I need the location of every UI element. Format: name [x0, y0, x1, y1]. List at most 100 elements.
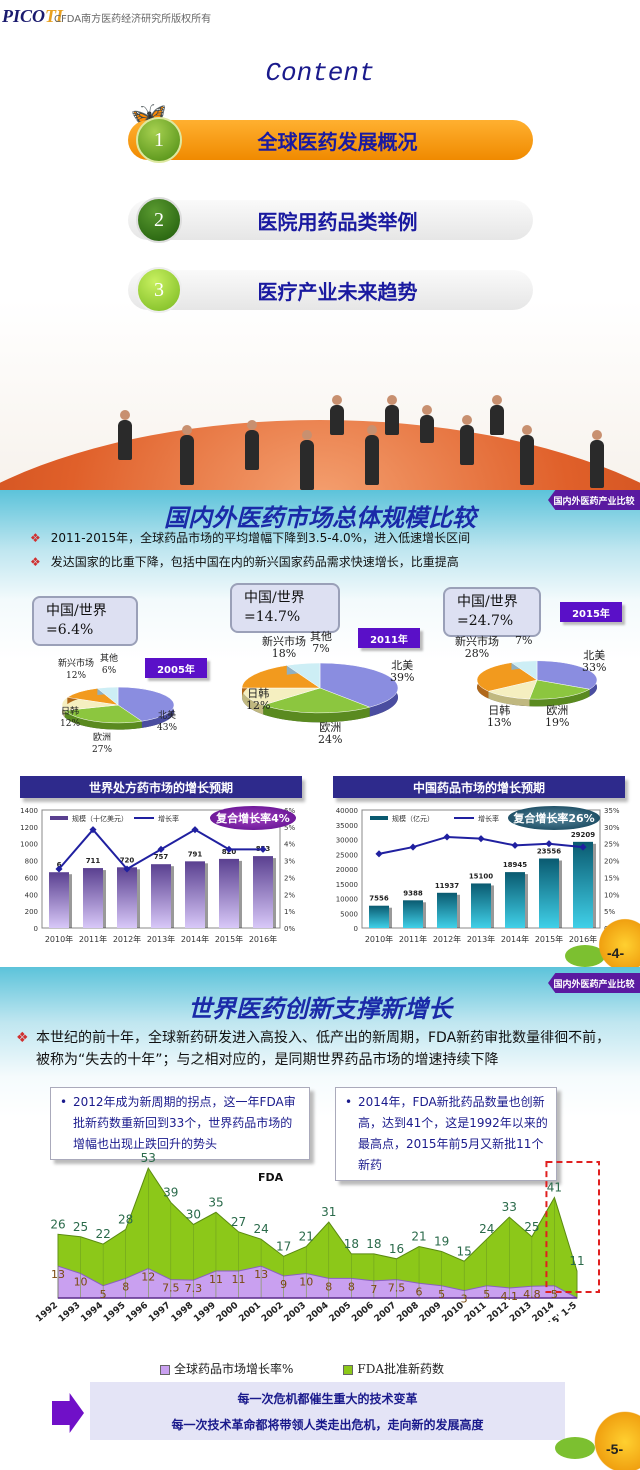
fda-value-label: 22 [95, 1227, 110, 1241]
bar-2011年 [83, 868, 103, 928]
year-tag-2011: 2011年 [358, 628, 420, 648]
flower-decoration [595, 915, 640, 967]
growth-value-label: 8 [122, 1280, 129, 1293]
diamond-bullet-icon: ❖ [30, 531, 41, 545]
y2-tick-label: 4% [284, 841, 295, 849]
callout-2012: • 2012年成为新周期的拐点，这一年FDA审批新药数重新回到33个，世界药品市场… [50, 1087, 310, 1160]
legend-swatch [160, 1364, 170, 1375]
x-tick-label: 2016年 [249, 934, 277, 944]
menu-label: 医院用药品类举例 [257, 209, 418, 234]
legend-swatch [343, 1364, 354, 1375]
pie-slice-其他 [510, 660, 538, 681]
arrow-right-icon [52, 1393, 84, 1433]
fda-value-label: 28 [118, 1212, 133, 1226]
x-tick-label: 2002 [260, 1301, 286, 1322]
legend-swatch-bars [50, 816, 68, 820]
y-tick-label: 15000 [336, 881, 358, 889]
menu-item-1[interactable]: 1 全球医药发展概况 [128, 117, 533, 163]
page-number: -5- [606, 1441, 624, 1457]
bullet-item: ❖ 2011-2015年，全球药品市场的平均增幅下降到3.5-4.0%，进入低速增… [30, 531, 471, 545]
pie-slice-欧洲 [64, 704, 143, 724]
growth-value-label: 7 [370, 1283, 377, 1296]
pie-label: 其他 6% [100, 654, 119, 676]
x-tick-label: 1997 [147, 1301, 173, 1322]
leaf-decoration [555, 1437, 595, 1459]
bar-2010年 [369, 905, 389, 928]
fda-value-label: 15 [457, 1244, 472, 1258]
bar-value-label: 757 [154, 853, 169, 861]
slide-contents: PICOTI CFDA南方医药经济研究所版权所有 Content 🦋 1 全球医… [0, 0, 640, 490]
bar-value-label: 711 [86, 857, 101, 865]
x-tick-label: 2013年 [147, 934, 175, 944]
page-number: -4- [607, 945, 625, 961]
fda-value-label: 11 [569, 1254, 584, 1268]
menu-number: 1 [136, 117, 182, 163]
year-tag-2015: 2015年 [560, 602, 622, 622]
chart-title-world: 世界处方药市场的增长预期 [20, 776, 302, 798]
pie-slice-北美 [536, 660, 598, 690]
y-tick-label: 1200 [20, 824, 38, 832]
bullet-item: ❖ 本世纪的前十年，全球新药研发进入高投入、低产出的新周期，FDA新药审批数量徘徊… [16, 1027, 616, 1071]
pie-label: 日韩 13% [487, 704, 512, 729]
growth-value-label: 13 [254, 1268, 268, 1281]
bar-value-label: 720 [120, 856, 135, 864]
x-tick-label: 2013年 [467, 934, 495, 944]
menu-item-3[interactable]: 3 医疗产业未来趋势 [128, 267, 533, 313]
menu-item-2[interactable]: 2 医院用药品类举例 [128, 197, 533, 243]
x-tick-label: 2004 [305, 1301, 331, 1322]
bar-value-label: 15100 [469, 872, 493, 880]
y-tick-label: 200 [25, 908, 38, 916]
bar-2015年 [219, 858, 239, 928]
growth-value-label: 7.5 [388, 1282, 406, 1295]
pie-label: 日韩 12% [60, 707, 81, 729]
y2-tick-label: 10% [604, 891, 620, 899]
y2-tick-label: 35% [604, 807, 620, 815]
fda-value-label: 35 [208, 1195, 223, 1209]
y2-tick-label: 2% [284, 891, 295, 899]
pie-label: 北美 43% [157, 711, 178, 733]
growth-point [443, 833, 451, 841]
y-tick-label: 800 [25, 858, 38, 866]
growth-value-label: 7.5 [162, 1282, 180, 1295]
x-tick-label: 2000 [215, 1301, 241, 1322]
x-tick-label: 2016年 [569, 934, 597, 944]
growth-value-label: 4.1 [501, 1290, 519, 1303]
growth-point [545, 840, 553, 848]
x-tick-label: 2013 [508, 1301, 534, 1322]
people-with-telescopes-image [0, 380, 640, 490]
highlight-box [545, 1161, 600, 1293]
x-tick-label: 2014年 [501, 934, 529, 944]
area-market-growth [57, 1265, 578, 1299]
y-tick-label: 30000 [336, 837, 358, 845]
legend-item: 全球药品市场增长率% [160, 1360, 293, 1377]
slide-innovation: 国内外医药产业比较 世界医药创新支撑新增长 ❖ 本世纪的前十年，全球新药研发进入高… [0, 967, 640, 1470]
y-tick-label: 25000 [336, 851, 358, 859]
legend-item: FDA批准新药数 [343, 1360, 444, 1377]
bar-2014年 [505, 872, 525, 928]
x-tick-label: 2007 [373, 1301, 399, 1322]
y-tick-label: 1000 [20, 841, 38, 849]
bar-value-label: 18945 [503, 861, 527, 869]
fda-value-label: 16 [389, 1242, 404, 1256]
pie-2011 [241, 662, 399, 723]
cagr-badge-china: 复合增长率26% [508, 806, 600, 830]
x-tick-label: 2015年 [535, 934, 563, 944]
pie-slice-其他 [96, 686, 119, 706]
fda-value-label: 53 [141, 1151, 156, 1165]
growth-value-label: 5 [551, 1288, 558, 1301]
x-tick-label: 1995 [102, 1301, 128, 1322]
copyright-text: CFDA南方医药经济研究所版权所有 [54, 14, 212, 25]
bar-2011年 [403, 900, 423, 928]
bar-value-label: 7556 [369, 895, 389, 903]
pie-label: 新兴市场 28% [455, 635, 499, 660]
y-tick-label: 0 [34, 925, 38, 933]
growth-value-label: 5 [483, 1288, 490, 1301]
x-tick-label: 2012 [486, 1301, 512, 1322]
growth-point [191, 826, 199, 834]
pie-charts [61, 660, 598, 730]
growth-value-label: 4.8 [523, 1288, 541, 1301]
menu-number: 2 [136, 197, 182, 243]
legend-bars: 规模（十亿美元） [72, 814, 128, 823]
fda-value-label: 26 [50, 1217, 65, 1231]
